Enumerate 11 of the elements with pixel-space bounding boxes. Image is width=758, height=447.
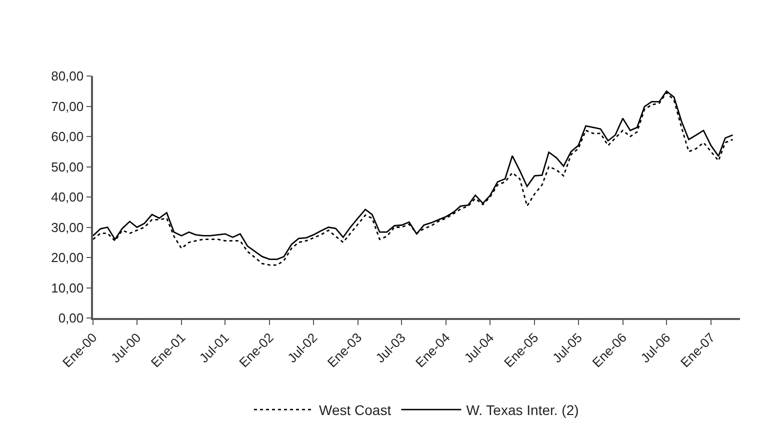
- y-tick-label: 10,00: [51, 280, 84, 296]
- y-tick-label: 60,00: [51, 129, 84, 144]
- y-tick-label: 30,00: [51, 220, 84, 235]
- y-tick-label: 50,00: [51, 159, 84, 174]
- y-tick-label: 40,00: [51, 190, 84, 205]
- y-tick-label: 80,00: [51, 68, 84, 84]
- legend-label: West Coast: [319, 402, 392, 418]
- y-tick-label: 0,00: [58, 310, 84, 326]
- y-tick-label: 70,00: [51, 98, 84, 114]
- legend-label: W. Texas Inter. (2): [466, 402, 579, 418]
- y-tick-label: 20,00: [51, 250, 84, 266]
